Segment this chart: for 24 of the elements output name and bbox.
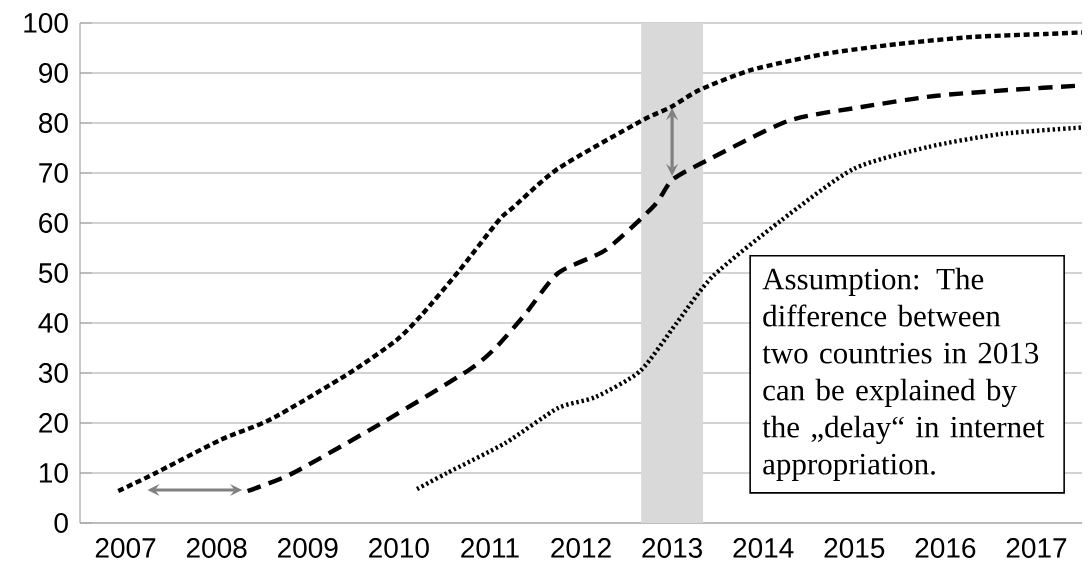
x-tick-label: 2009 <box>278 538 338 558</box>
x-tick-label: 2017 <box>1006 538 1067 558</box>
y-tick-label: 40 <box>38 313 68 333</box>
x-tick-label: 2013 <box>642 538 702 558</box>
x-tick-label: 2011 <box>461 538 519 558</box>
y-tick-label: 30 <box>38 363 68 383</box>
line-series <box>116 30 1085 494</box>
x-tick-label: 2007 <box>95 538 156 558</box>
y-tick-label: 100 <box>24 13 68 33</box>
x-tick-label: 2010 <box>369 538 429 558</box>
y-tick-label: 70 <box>39 163 68 183</box>
x-tick-label: 2016 <box>915 538 976 558</box>
y-tick-label: 90 <box>39 63 68 83</box>
y-tick-label: 50 <box>38 263 68 283</box>
x-tick-label: 2015 <box>824 538 885 558</box>
x-tick-label: 2012 <box>551 538 611 558</box>
annotation: Assumption: The difference between two countries in 2013 can be explained by the „delay“ in internet appropriation. <box>762 267 1045 481</box>
y-tick-label: 0 <box>54 513 68 533</box>
x-tick-label: 2008 <box>186 538 247 558</box>
y-tick-label: 20 <box>39 413 68 433</box>
y-tick-label: 10 <box>39 463 68 483</box>
y-tick-label: 80 <box>39 113 68 133</box>
x-tick-label: 2014 <box>733 538 794 558</box>
y-tick-label: 60 <box>39 213 68 233</box>
